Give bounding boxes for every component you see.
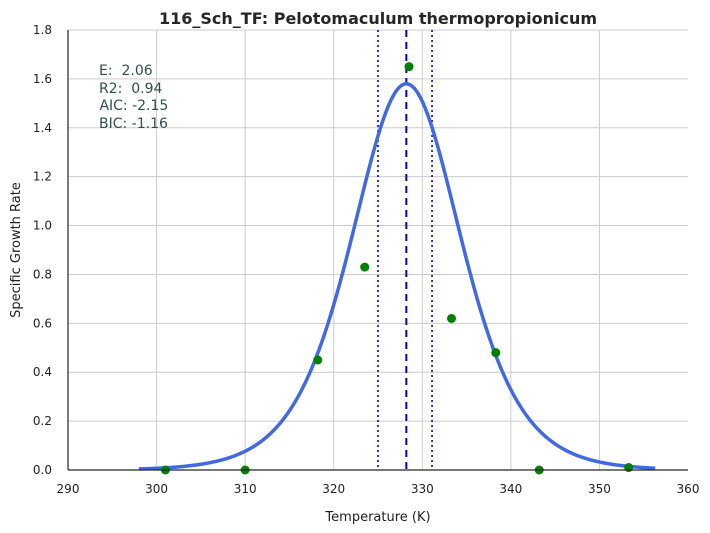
data-point <box>313 355 323 365</box>
y-axis-label: Specific Growth Rate <box>9 182 24 318</box>
axes <box>67 30 688 471</box>
data-points <box>160 62 634 475</box>
x-tick-label: 290 <box>57 482 80 496</box>
stat-r2: R2: 0.94 <box>99 81 163 97</box>
x-tick-label: 310 <box>234 482 257 496</box>
x-tick-label: 350 <box>588 482 611 496</box>
grid <box>68 29 688 470</box>
y-tick-label: 1.2 <box>33 170 52 184</box>
y-tick-label: 0.4 <box>33 365 52 379</box>
y-tick-label: 0.6 <box>33 316 52 330</box>
stat-energy: E: 2.06 <box>99 63 153 79</box>
data-point <box>404 62 414 72</box>
y-tick-label: 1.8 <box>33 23 52 37</box>
y-tick-label: 0.0 <box>33 463 52 477</box>
x-tick-label: 320 <box>322 482 345 496</box>
y-tick-label: 0.2 <box>33 414 52 428</box>
chart-title: 116_Sch_TF: Pelotomaculum thermopropioni… <box>159 9 597 28</box>
x-axis-label: Temperature (K) <box>324 510 430 525</box>
data-point <box>491 348 501 358</box>
data-point <box>360 262 370 272</box>
reference-lines <box>377 30 433 470</box>
fit-curve-layer <box>138 82 656 471</box>
x-tick-label: 330 <box>411 482 434 496</box>
x-tick-label: 360 <box>677 482 700 496</box>
y-tick-label: 0.8 <box>33 267 52 281</box>
stat-aic: AIC: -2.15 <box>95 98 168 114</box>
y-tick-label: 1.4 <box>33 121 52 135</box>
data-point <box>624 463 634 473</box>
x-tick-label: 340 <box>499 482 522 496</box>
fit-curve <box>138 82 656 471</box>
tick-labels: 290 300 310 320 330 340 350 360 0.0 0.2 0.4 0.6 0.8 1… <box>33 23 700 496</box>
y-tick-label: 1.0 <box>33 219 52 233</box>
data-point <box>447 313 457 323</box>
y-tick-label: 1.6 <box>33 72 52 86</box>
stat-bic: BIC: -1.16 <box>99 116 168 132</box>
fit-stats: E: 2.06 R2: 0.94 AIC: -2.15 BIC: -1.16 <box>95 63 168 132</box>
x-tick-label: 300 <box>145 482 168 496</box>
